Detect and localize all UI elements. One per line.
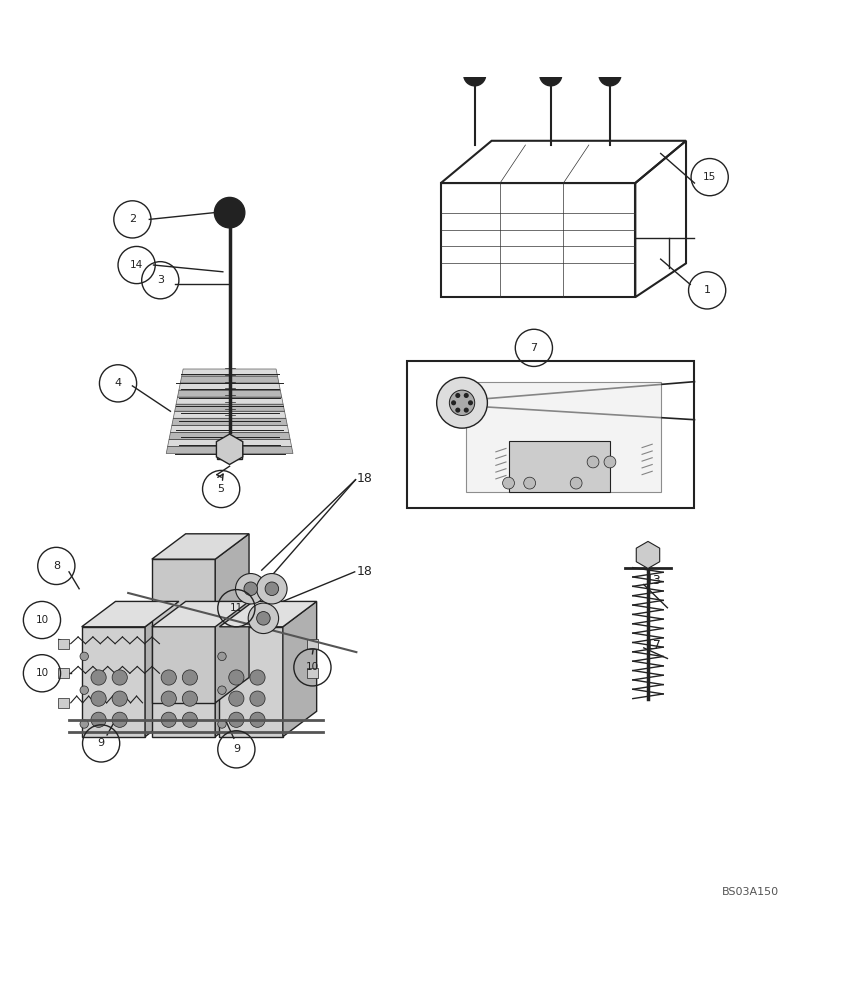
Circle shape xyxy=(540,64,561,86)
Circle shape xyxy=(161,691,176,706)
Polygon shape xyxy=(166,446,293,454)
Circle shape xyxy=(250,712,265,727)
Circle shape xyxy=(182,691,198,706)
Text: 9: 9 xyxy=(233,744,240,754)
Circle shape xyxy=(182,712,198,727)
Polygon shape xyxy=(152,601,249,627)
Circle shape xyxy=(449,390,475,415)
Text: 7: 7 xyxy=(530,343,538,353)
Polygon shape xyxy=(307,668,318,678)
Circle shape xyxy=(599,64,621,86)
Circle shape xyxy=(91,670,106,685)
Circle shape xyxy=(229,670,244,685)
Text: 9: 9 xyxy=(98,738,104,748)
Text: 10: 10 xyxy=(36,615,48,625)
Text: 18: 18 xyxy=(356,565,372,578)
Text: 1: 1 xyxy=(704,285,711,295)
Circle shape xyxy=(244,582,258,596)
Circle shape xyxy=(80,652,88,661)
Circle shape xyxy=(80,686,88,694)
Circle shape xyxy=(229,691,244,706)
Circle shape xyxy=(218,652,226,661)
Polygon shape xyxy=(217,447,243,459)
Circle shape xyxy=(112,712,127,727)
Circle shape xyxy=(464,408,469,413)
Polygon shape xyxy=(172,418,287,425)
Polygon shape xyxy=(145,601,179,737)
Circle shape xyxy=(257,574,287,604)
Polygon shape xyxy=(181,369,277,376)
Polygon shape xyxy=(215,601,249,737)
Text: 17: 17 xyxy=(645,639,661,652)
Polygon shape xyxy=(81,601,179,627)
Text: 14: 14 xyxy=(130,260,143,270)
Circle shape xyxy=(570,477,582,489)
Text: 4: 4 xyxy=(114,378,121,388)
Polygon shape xyxy=(175,404,285,411)
Text: 11: 11 xyxy=(230,603,243,613)
Circle shape xyxy=(161,712,176,727)
Polygon shape xyxy=(58,639,69,649)
Circle shape xyxy=(215,197,245,228)
Text: 10: 10 xyxy=(306,662,319,672)
Circle shape xyxy=(218,686,226,694)
Polygon shape xyxy=(283,601,316,737)
Circle shape xyxy=(182,670,198,685)
Polygon shape xyxy=(58,698,69,708)
Circle shape xyxy=(218,720,226,728)
Circle shape xyxy=(161,670,176,685)
Circle shape xyxy=(250,691,265,706)
Polygon shape xyxy=(307,639,318,649)
Text: 10: 10 xyxy=(36,668,48,678)
Polygon shape xyxy=(509,441,610,492)
Circle shape xyxy=(455,393,460,398)
Text: 5: 5 xyxy=(218,484,225,494)
Text: 18: 18 xyxy=(356,472,372,485)
Text: 3: 3 xyxy=(157,275,164,285)
Circle shape xyxy=(112,670,127,685)
Polygon shape xyxy=(220,601,316,627)
Polygon shape xyxy=(176,397,283,404)
Circle shape xyxy=(248,603,279,634)
Polygon shape xyxy=(169,432,290,439)
Text: BS03A150: BS03A150 xyxy=(722,887,779,897)
Polygon shape xyxy=(173,411,286,418)
Polygon shape xyxy=(220,627,283,737)
Circle shape xyxy=(451,400,456,405)
Polygon shape xyxy=(179,383,281,390)
Polygon shape xyxy=(181,376,279,383)
Circle shape xyxy=(91,712,106,727)
Circle shape xyxy=(250,670,265,685)
Polygon shape xyxy=(168,439,292,446)
Circle shape xyxy=(524,477,536,489)
Circle shape xyxy=(464,64,486,86)
Text: 13: 13 xyxy=(645,574,661,587)
Polygon shape xyxy=(81,627,145,737)
Circle shape xyxy=(437,377,488,428)
Polygon shape xyxy=(152,559,215,703)
Circle shape xyxy=(229,712,244,727)
Circle shape xyxy=(468,400,473,405)
Polygon shape xyxy=(58,668,69,678)
Circle shape xyxy=(587,456,599,468)
Circle shape xyxy=(236,574,266,604)
Polygon shape xyxy=(152,627,215,737)
Circle shape xyxy=(503,477,515,489)
Circle shape xyxy=(265,582,279,596)
Text: 8: 8 xyxy=(53,561,60,571)
Circle shape xyxy=(91,691,106,706)
Text: 15: 15 xyxy=(703,172,717,182)
Circle shape xyxy=(80,720,88,728)
Polygon shape xyxy=(177,390,282,397)
Circle shape xyxy=(604,456,616,468)
Circle shape xyxy=(455,408,460,413)
Circle shape xyxy=(257,612,271,625)
Circle shape xyxy=(112,691,127,706)
Polygon shape xyxy=(215,534,249,703)
Circle shape xyxy=(464,393,469,398)
Text: 2: 2 xyxy=(129,214,136,224)
Polygon shape xyxy=(152,534,249,559)
Polygon shape xyxy=(466,382,661,492)
Polygon shape xyxy=(170,425,289,432)
